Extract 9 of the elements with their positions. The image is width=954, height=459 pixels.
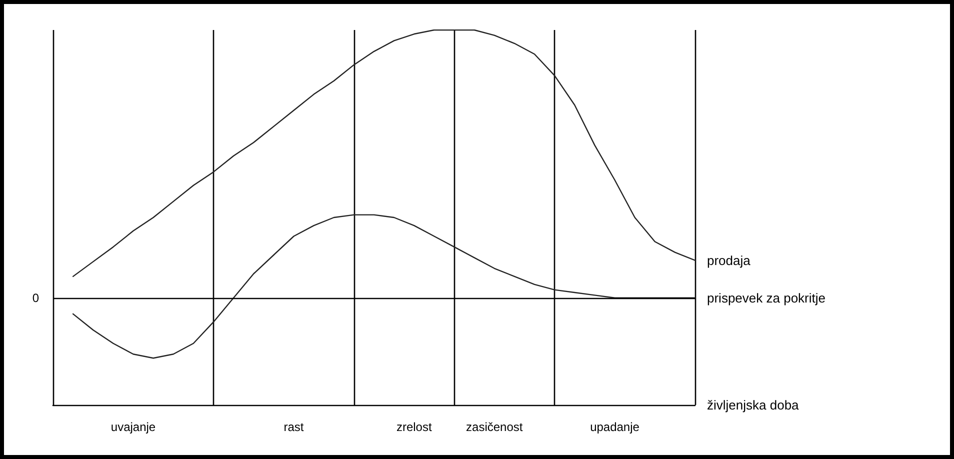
series-label: prispevek za pokritje: [707, 290, 826, 306]
x-tick-label: zrelost: [396, 420, 432, 434]
ref-line-label: 0: [32, 290, 40, 305]
x-tick-label: upadanje: [590, 420, 640, 434]
x-tick-label: zasičenost: [466, 420, 524, 434]
series-label: prodaja: [707, 252, 752, 268]
x-tick-label: uvajanje: [110, 420, 156, 434]
x-tick-label: rast: [284, 420, 304, 434]
x-axis-title: življenjska doba: [707, 398, 800, 412]
